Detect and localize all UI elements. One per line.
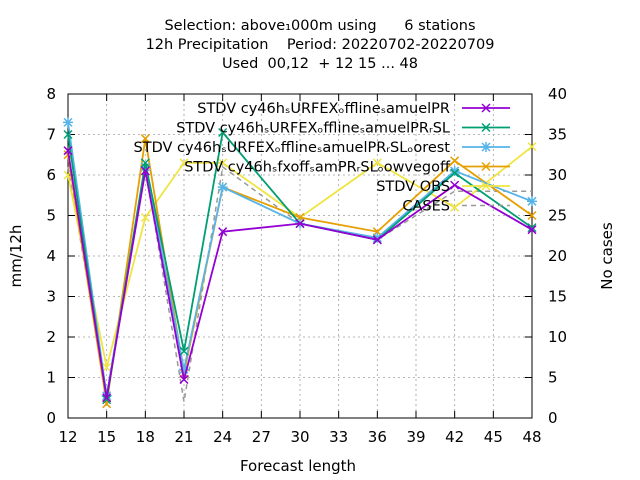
y2-tick-label: 10: [548, 328, 567, 346]
y2-tick-label: 15: [548, 288, 567, 306]
series-5-point: [218, 158, 228, 168]
series-2-point: [179, 346, 189, 356]
series-5-point: [140, 212, 150, 223]
y-tick-label: 1: [46, 369, 56, 387]
legend-marker: [481, 181, 491, 191]
series-1-point: [295, 219, 305, 229]
y-tick-label: 2: [46, 328, 56, 346]
x-tick-label: 48: [522, 428, 541, 446]
legend-label: STDV cy46hₛURFEXₒfflineₛamuelPR: [197, 101, 450, 117]
series-2-point: [527, 223, 537, 233]
y2-tick-label: 30: [548, 166, 567, 184]
chart-title-line-1: Selection: above₁000m using 6 stations: [164, 18, 476, 34]
legend-marker: [481, 122, 491, 133]
y2-tick-label: 25: [548, 207, 567, 225]
x-tick-label: 39: [406, 428, 425, 446]
legend-item-3: STDV cy46hₛURFEXₒfflineₛamuelPRᵣSLₒorest: [134, 140, 510, 156]
x-tick-label: 15: [97, 428, 116, 446]
x-tick-label: 27: [252, 428, 271, 446]
legend-item-2: STDV cy46hₛURFEXₒfflineₛamuelPRᵣSL: [176, 121, 510, 137]
series-1-point: [527, 225, 537, 235]
y2-tick-label: 35: [548, 126, 567, 144]
y-tick-label: 7: [46, 126, 56, 144]
series-2-point: [102, 395, 112, 405]
legend-item-5: STDV OBS: [376, 179, 510, 195]
series-2-point: [63, 129, 73, 140]
legend-item-4: STDV cy46hₛfxoffₛamPRᵣSLₒowvegoff: [184, 160, 510, 176]
series-1-point: [102, 393, 112, 403]
x-tick-label: 42: [445, 428, 464, 446]
y-tick-label: 0: [46, 409, 56, 427]
series-1-point: [372, 235, 382, 245]
x-tick-label: 21: [174, 428, 193, 446]
x-tick-label: 12: [58, 428, 77, 446]
series-5-point: [527, 142, 537, 152]
series-5-point: [372, 158, 382, 168]
x-tick-label: 24: [213, 428, 232, 446]
y2-tick-label: 20: [548, 247, 567, 265]
series-5-point: [450, 202, 460, 212]
y2-tick-label: 0: [548, 409, 558, 427]
legend-marker: [481, 103, 491, 113]
series-1-point: [140, 166, 150, 176]
legend-label: STDV cy46hₛfxoffₛamPRᵣSLₒowvegoff: [184, 160, 451, 176]
series-2-point: [450, 168, 460, 178]
y2-tick-label: 5: [548, 369, 558, 387]
series-4-point: [450, 156, 460, 166]
x-tick-label: 33: [329, 428, 348, 446]
y2-axis-label: No cases: [598, 222, 616, 290]
series-2-point: [140, 158, 150, 168]
series-1-point: [179, 374, 189, 385]
series-5-point: [179, 158, 189, 168]
legend-marker: [481, 161, 491, 172]
y2-tick-label: 40: [548, 85, 567, 103]
legend-label: CASES: [402, 199, 450, 215]
chart-title-line-3: Used 00,12 + 12 15 ... 48: [221, 56, 418, 72]
legend-label: STDV cy46hₛURFEXₒfflineₛamuelPRᵣSLₒorest: [134, 140, 451, 156]
y-tick-label: 6: [46, 166, 56, 184]
legend-label: STDV cy46hₛURFEXₒfflineₛamuelPRᵣSL: [176, 121, 450, 137]
legend-label: STDV OBS: [376, 179, 450, 195]
x-tick-label: 45: [484, 428, 503, 446]
axis-ticks: 12 15 18 21 24 27 30 33 36 39 42 45 4801234567805101…: [46, 85, 567, 446]
x-axis-label: Forecast length: [240, 457, 356, 475]
series-2-point: [218, 127, 228, 138]
series-1: [63, 146, 537, 403]
x-tick-label: 36: [368, 428, 387, 446]
series-4-point: [140, 134, 150, 144]
y-tick-label: 5: [46, 207, 56, 225]
y-tick-label: 8: [46, 85, 56, 103]
legend-item-6: CASES: [402, 199, 510, 215]
legend-item-1: STDV cy46hₛURFEXₒfflineₛamuelPR: [197, 101, 510, 117]
series-4-point: [527, 210, 537, 221]
legend: STDV cy46hₛURFEXₒfflineₛamuelPR STDV cy46…: [134, 101, 510, 215]
series-1-point: [450, 180, 460, 190]
series-1-point: [63, 146, 73, 156]
x-tick-label: 30: [290, 428, 309, 446]
chart-title-line-2: 12h Precipitation Period: 20220702-20220…: [145, 37, 495, 53]
series-5-point: [102, 362, 112, 372]
x-tick-label: 18: [136, 428, 155, 446]
series-layer: [63, 117, 537, 409]
y-tick-label: 3: [46, 288, 56, 306]
y-tick-label: 4: [46, 247, 56, 265]
y-axis-label: mm/12h: [7, 225, 25, 288]
series-1-point: [218, 227, 228, 237]
